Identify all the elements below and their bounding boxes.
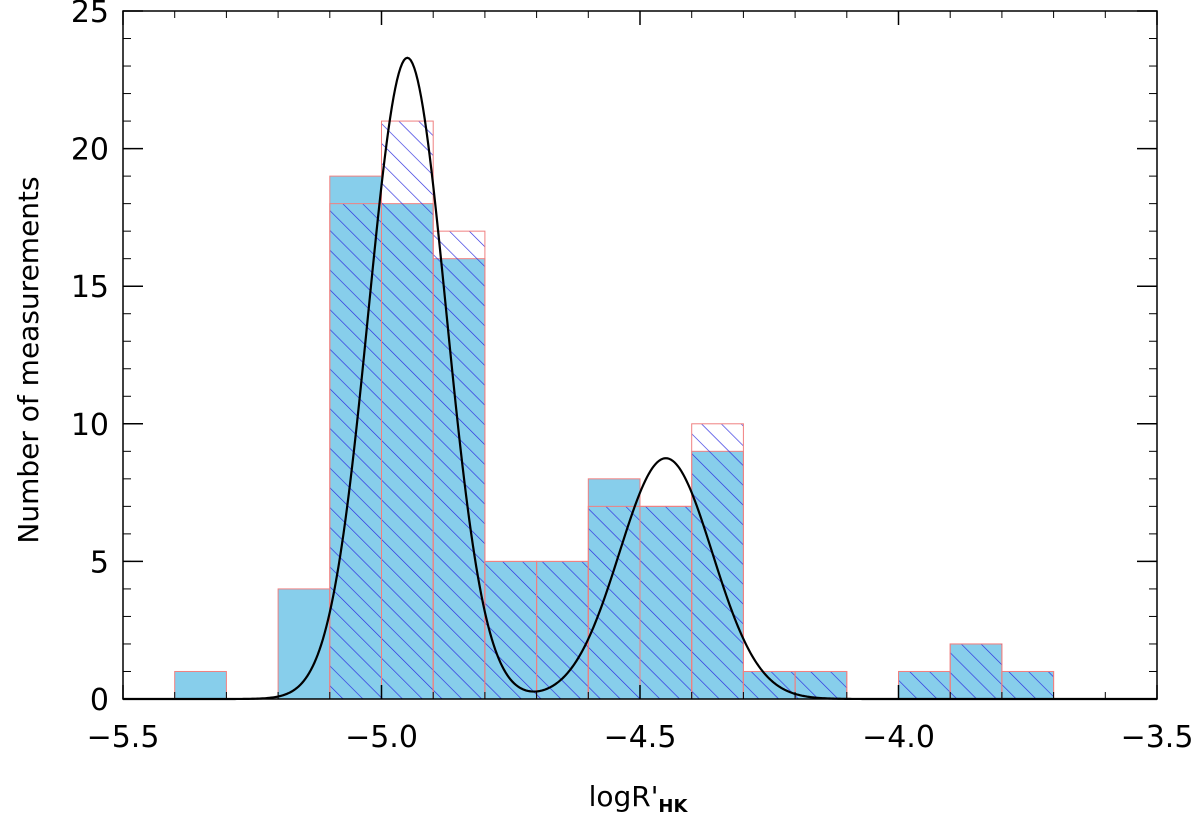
hatched-bar <box>639 505 693 700</box>
ticks-group: −5.5 −5.0 −4.5 −4.0 −3.5 0 5 10 15 20 25 <box>71 0 1194 755</box>
y-axis-title: Number of measurements <box>12 176 45 543</box>
hatched-bar <box>742 670 796 700</box>
x-tick-label: −4.0 <box>862 720 935 755</box>
hatched-bar <box>381 120 434 700</box>
hatched-bar <box>432 230 486 700</box>
x-tick-label: −3.5 <box>1121 720 1194 755</box>
hatched-bar <box>484 560 538 700</box>
solid-bar <box>174 670 227 700</box>
hatched-bar <box>794 670 848 700</box>
hatched-bar <box>898 670 951 700</box>
hatched-bars-group <box>329 120 1055 700</box>
y-tick-label: 0 <box>90 683 109 718</box>
x-tick-label: −5.5 <box>87 720 160 755</box>
y-tick-label: 15 <box>71 270 109 305</box>
x-tick-label: −4.5 <box>604 720 677 755</box>
x-tick-label: −5.0 <box>345 720 418 755</box>
hatched-bar <box>1001 670 1055 700</box>
x-axis-title: logR'HK <box>589 780 689 817</box>
hatched-bar <box>587 505 641 700</box>
hatched-bar <box>949 643 1003 700</box>
hatched-bar <box>691 423 744 700</box>
y-tick-label: 25 <box>71 0 109 30</box>
y-tick-label: 10 <box>71 408 109 443</box>
y-tick-label: 5 <box>90 545 109 580</box>
y-tick-label: 20 <box>71 133 109 168</box>
hatched-bar <box>536 560 589 700</box>
hatched-bar <box>329 203 382 700</box>
